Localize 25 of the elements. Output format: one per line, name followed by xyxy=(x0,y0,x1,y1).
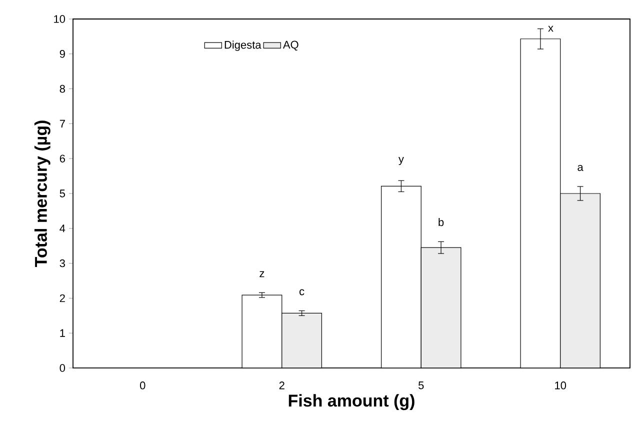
annotation: y xyxy=(398,156,404,166)
x-tick-label: 2 xyxy=(279,382,284,390)
y-tick-label: 1 xyxy=(60,329,65,337)
annotation: z xyxy=(260,271,264,278)
y-tick-label: 8 xyxy=(60,84,65,93)
y-tick-label: 6 xyxy=(60,154,65,162)
y-tick-label: 3 xyxy=(60,259,65,268)
y-tick-label: 2 xyxy=(60,294,65,302)
y-tick-label: 9 xyxy=(60,50,65,58)
y-tick-label: 0 xyxy=(60,364,66,372)
x-tick-label: 5 xyxy=(418,382,424,390)
y-tick-label: 5 xyxy=(60,190,65,198)
legend-label: AQ xyxy=(282,40,298,51)
annotation: x xyxy=(548,26,554,32)
legend-label: Digesta xyxy=(224,40,262,51)
y-axis-title: Total mercury (µg) xyxy=(34,120,50,267)
y-tick-label: 4 xyxy=(60,224,66,232)
x-tick-label: 10 xyxy=(555,382,566,390)
annotation: a xyxy=(578,164,584,171)
y-tick-label: 10 xyxy=(54,15,66,23)
x-axis-title: Fish amount (g) xyxy=(288,394,414,410)
annotation: b xyxy=(438,218,444,226)
x-tick-label: 0 xyxy=(140,382,146,390)
annotation: c xyxy=(300,289,304,296)
y-tick-label: 7 xyxy=(60,120,65,128)
